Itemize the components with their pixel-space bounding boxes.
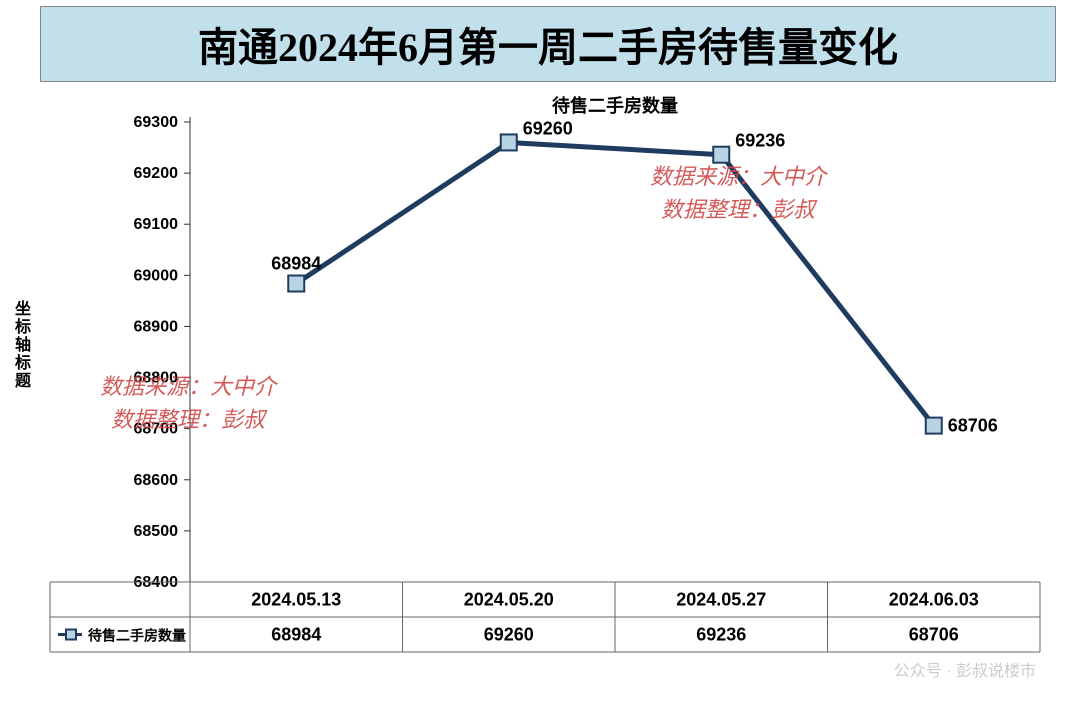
chart-title: 南通2024年6月第一周二手房待售量变化 (198, 15, 898, 73)
svg-text:68800: 68800 (134, 370, 179, 387)
svg-text:2024.05.27: 2024.05.27 (676, 590, 766, 610)
svg-text:68984: 68984 (271, 625, 321, 645)
svg-text:69300: 69300 (134, 114, 179, 131)
svg-text:69200: 69200 (134, 165, 179, 182)
svg-text:68500: 68500 (134, 523, 179, 540)
svg-text:68984: 68984 (271, 254, 321, 274)
title-bar: 南通2024年6月第一周二手房待售量变化 (40, 6, 1056, 82)
svg-text:69260: 69260 (523, 118, 573, 138)
svg-text:68706: 68706 (909, 625, 959, 645)
chart-svg: 6840068500686006870068800689006900069100… (40, 82, 1056, 691)
yaxis-title: 坐标轴标题 (8, 300, 32, 390)
footer-watermark: 公众号 · 彭叔说楼市 (894, 657, 1036, 681)
svg-text:待售二手房数量: 待售二手房数量 (552, 95, 678, 116)
svg-text:68900: 68900 (134, 318, 179, 335)
svg-text:2024.05.13: 2024.05.13 (251, 590, 341, 610)
svg-text:68700: 68700 (134, 421, 179, 438)
svg-text:2024.05.20: 2024.05.20 (464, 590, 554, 610)
svg-text:69000: 69000 (134, 267, 179, 284)
svg-text:69236: 69236 (696, 625, 746, 645)
chart-container: 南通2024年6月第一周二手房待售量变化 坐标轴标题 6840068500686… (0, 0, 1076, 711)
svg-text:69236: 69236 (735, 131, 785, 151)
svg-text:69260: 69260 (484, 625, 534, 645)
svg-text:69100: 69100 (134, 216, 179, 233)
svg-text:2024.06.03: 2024.06.03 (889, 590, 979, 610)
svg-text:待售二手房数量: 待售二手房数量 (88, 628, 186, 644)
svg-text:68706: 68706 (948, 416, 998, 436)
svg-text:68600: 68600 (134, 472, 179, 489)
